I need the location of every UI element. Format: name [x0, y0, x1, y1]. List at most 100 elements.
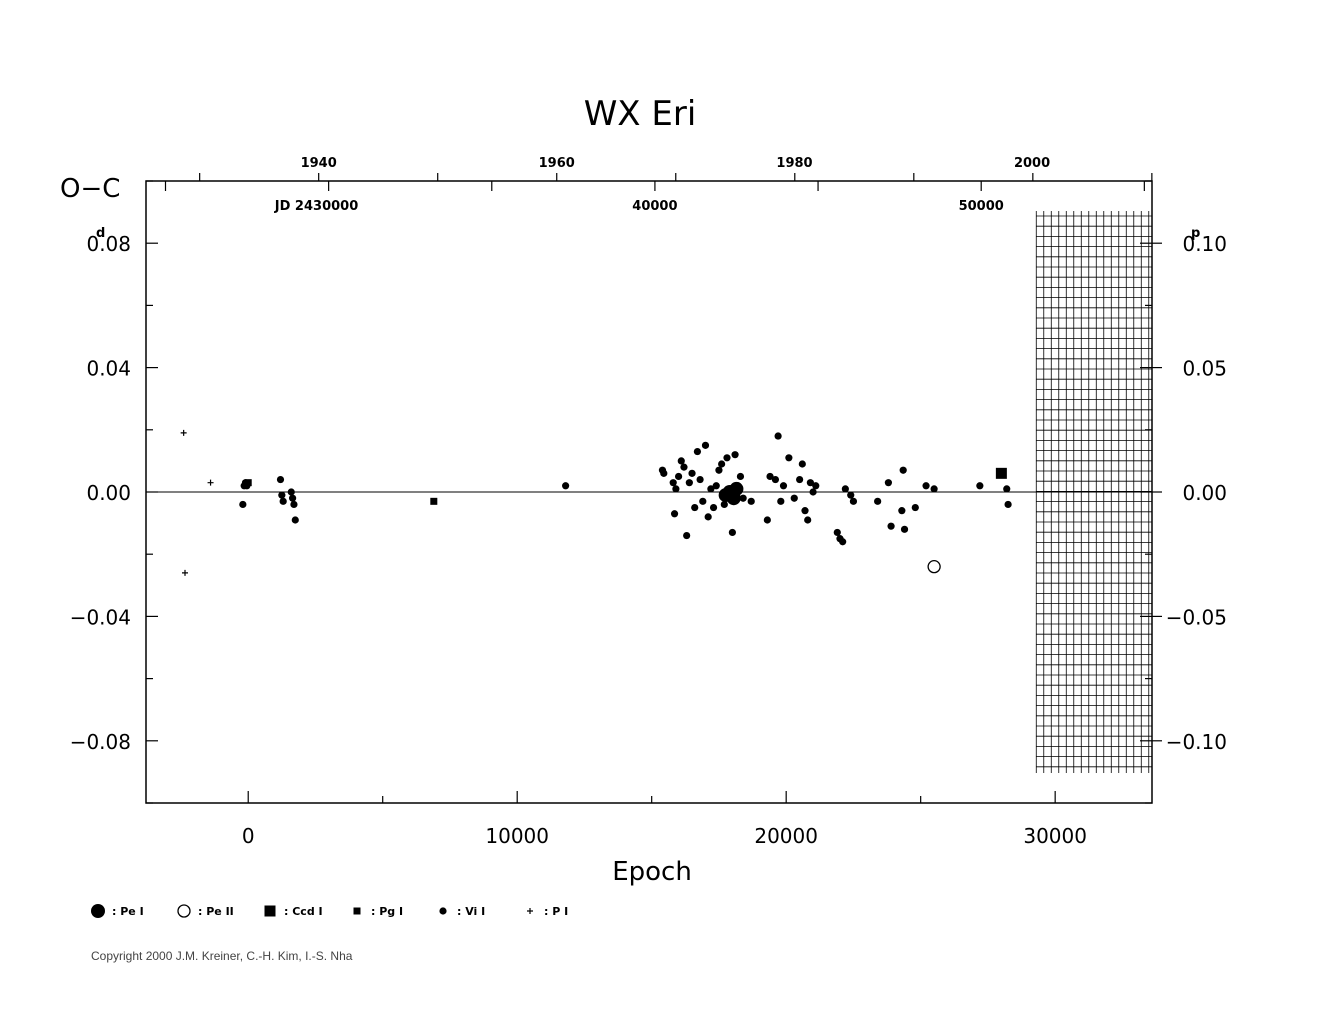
axis-ticks [146, 173, 1162, 804]
legend-label: : Pe II [198, 905, 234, 918]
y-left-tick-label: 0.00 [86, 481, 131, 505]
copyright-text: Copyright 2000 J.M. Kreiner, C.-H. Kim, … [91, 949, 353, 963]
legend-label: : Ccd I [284, 905, 323, 918]
data-point [670, 510, 679, 518]
legend-label: : Vi I [457, 905, 485, 918]
data-point [736, 472, 745, 481]
data-point [785, 454, 793, 462]
y-right-tick-label: 0.05 [1182, 357, 1227, 381]
x-tick-label: 0 [242, 824, 255, 848]
data-point [930, 485, 938, 493]
data-point [839, 538, 847, 546]
legend-label: : P I [544, 905, 568, 918]
data-point [995, 467, 1007, 479]
data-point [207, 479, 214, 486]
legend-marker [439, 907, 447, 915]
data-point [718, 460, 726, 468]
data-point [669, 479, 677, 487]
data-point [796, 475, 804, 484]
jd-label: 40000 [632, 199, 677, 214]
y-axis-label: O−C [60, 174, 120, 204]
data-point [771, 475, 780, 484]
data-point [699, 497, 707, 505]
y-right-tick-label: −0.10 [1166, 730, 1227, 754]
data-point [276, 475, 285, 484]
data-point [683, 531, 691, 540]
data-point [685, 479, 693, 487]
data-point [927, 559, 941, 574]
data-point [701, 441, 710, 449]
jd-label: 50000 [959, 199, 1004, 214]
data-point [290, 500, 298, 509]
data-point [976, 482, 984, 490]
legend: : Pe I : Pe II : Ccd I : Pg I : Vi I : P I [91, 904, 568, 918]
data-point [287, 488, 295, 496]
x-tick-label: 30000 [1023, 824, 1087, 848]
y-left-tick-label: 0.04 [86, 357, 131, 381]
data-point [680, 463, 688, 471]
y-left-tick-label: −0.08 [70, 730, 131, 754]
data-point [747, 497, 755, 505]
data-point [898, 507, 906, 515]
data-point [899, 466, 907, 474]
data-point [1003, 485, 1011, 493]
y-left-tick-label: −0.04 [70, 605, 131, 629]
data-point [777, 497, 785, 505]
data-point [677, 457, 685, 465]
year-label: 1980 [776, 156, 812, 171]
data-point [691, 503, 699, 512]
data-point [806, 479, 814, 487]
data-point [731, 451, 739, 459]
y-left-unit: d [96, 226, 105, 241]
data-point [809, 488, 817, 496]
data-point [874, 497, 882, 505]
data-point [763, 516, 771, 524]
data-point [696, 475, 704, 484]
x-tick-label: 20000 [754, 824, 818, 848]
data-point [798, 460, 806, 468]
data-point [704, 513, 712, 521]
data-point [849, 497, 858, 505]
data-point [562, 482, 570, 490]
year-label: 1940 [301, 156, 337, 171]
y-left-tick-label: 0.08 [86, 232, 131, 256]
legend-label: : Pg I [371, 905, 403, 918]
data-point [688, 469, 696, 477]
data-point [790, 494, 798, 502]
data-point [674, 472, 683, 481]
data-point [712, 482, 720, 490]
data-point [672, 485, 680, 493]
data-point [279, 497, 287, 505]
data-point [720, 500, 728, 509]
data-point [430, 497, 438, 505]
legend-marker [527, 908, 533, 914]
data-point [278, 491, 286, 499]
data-point [288, 494, 297, 502]
year-label: 1960 [539, 156, 575, 171]
legend-marker [353, 907, 361, 915]
data-point [182, 569, 189, 576]
data-point [728, 528, 736, 537]
legend-marker [264, 905, 276, 917]
data-point [734, 482, 742, 490]
tick-labels: 0 10000 20000 30000 1940 1960 1980 2000 JD 24300… [70, 156, 1227, 848]
jd-label: JD 2430000 [274, 199, 358, 214]
legend-marker [91, 904, 105, 918]
data-point [180, 429, 187, 436]
year-label: 2000 [1014, 156, 1050, 171]
data-point [833, 528, 841, 537]
legend-label: : Pe I [112, 905, 144, 918]
y-right-tick-label: 0.00 [1182, 481, 1227, 505]
data-point [660, 469, 668, 477]
x-axis-label: Epoch [612, 857, 692, 887]
data-point [884, 479, 892, 487]
data-point [812, 482, 820, 490]
data-point [709, 503, 718, 512]
data-point [911, 503, 919, 512]
data-point [804, 516, 812, 524]
data-point [922, 482, 930, 490]
data-point [801, 507, 809, 515]
data-point [291, 516, 299, 524]
data-point [847, 491, 855, 499]
